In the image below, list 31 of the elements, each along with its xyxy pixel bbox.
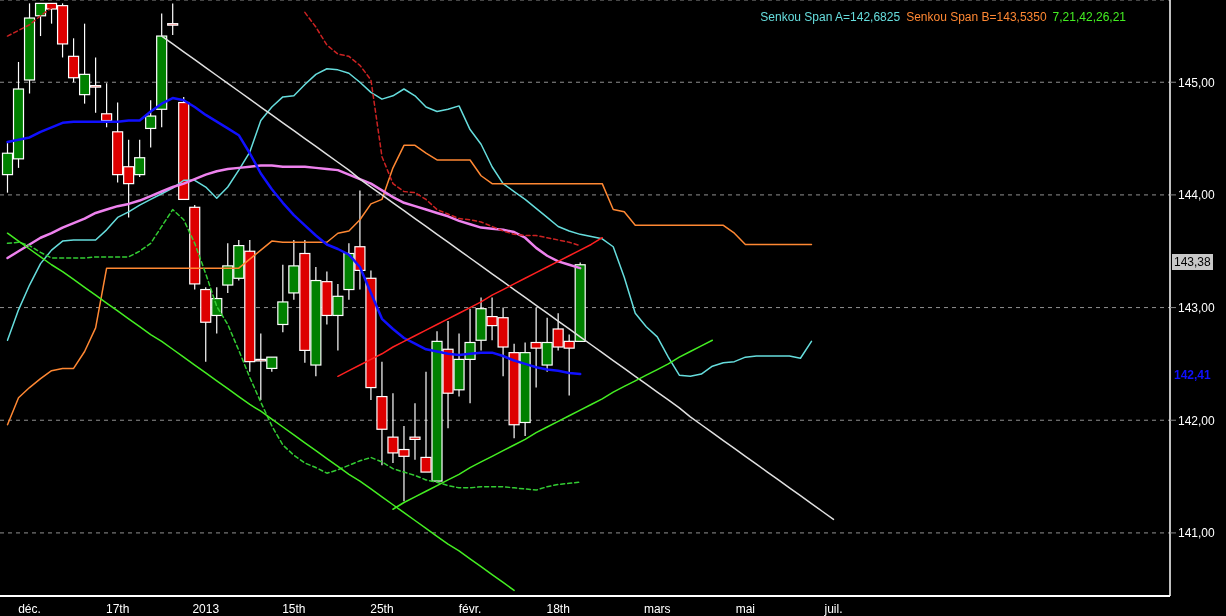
x-tick-label: déc. bbox=[18, 601, 41, 616]
candlestick bbox=[409, 402, 421, 461]
x-tick-label: 18th bbox=[546, 601, 570, 616]
x-tick-label: 2013 bbox=[192, 601, 220, 616]
line-series bbox=[6, 96, 582, 376]
x-tick-label: juil. bbox=[823, 601, 843, 616]
candlestick bbox=[145, 99, 157, 149]
text: Senkou Span A=142,6825 bbox=[760, 10, 901, 24]
x-tick-label: 25th bbox=[370, 601, 394, 616]
x-tick-label: mai bbox=[735, 601, 756, 616]
x-tick-label: mars bbox=[643, 601, 671, 616]
line-series bbox=[6, 67, 813, 378]
y-tick-label: 143,00 bbox=[1178, 300, 1216, 315]
x-tick-label: 15th bbox=[282, 601, 306, 616]
candlestick bbox=[167, 2, 179, 36]
y-tick-label: 141,00 bbox=[1178, 526, 1216, 541]
line-series bbox=[6, 144, 813, 426]
line-series bbox=[160, 35, 835, 521]
y-tick-label: 142,00 bbox=[1178, 413, 1216, 428]
candlestick bbox=[277, 264, 289, 333]
y-tick-label: 144,00 bbox=[1178, 188, 1216, 203]
line-series bbox=[6, 208, 581, 491]
text: Senkou Span B=143,5350 bbox=[906, 10, 1047, 24]
text: 142,41 bbox=[1173, 367, 1212, 383]
x-tick-label: févr. bbox=[458, 601, 482, 616]
line-series bbox=[337, 236, 603, 378]
x-tick-label: 17th bbox=[105, 601, 130, 616]
text: 143,38 bbox=[1172, 254, 1213, 270]
y-tick-label: 145,00 bbox=[1178, 75, 1216, 90]
text: 7,21,42,26,21 bbox=[1052, 10, 1126, 24]
line-series bbox=[6, 164, 582, 270]
